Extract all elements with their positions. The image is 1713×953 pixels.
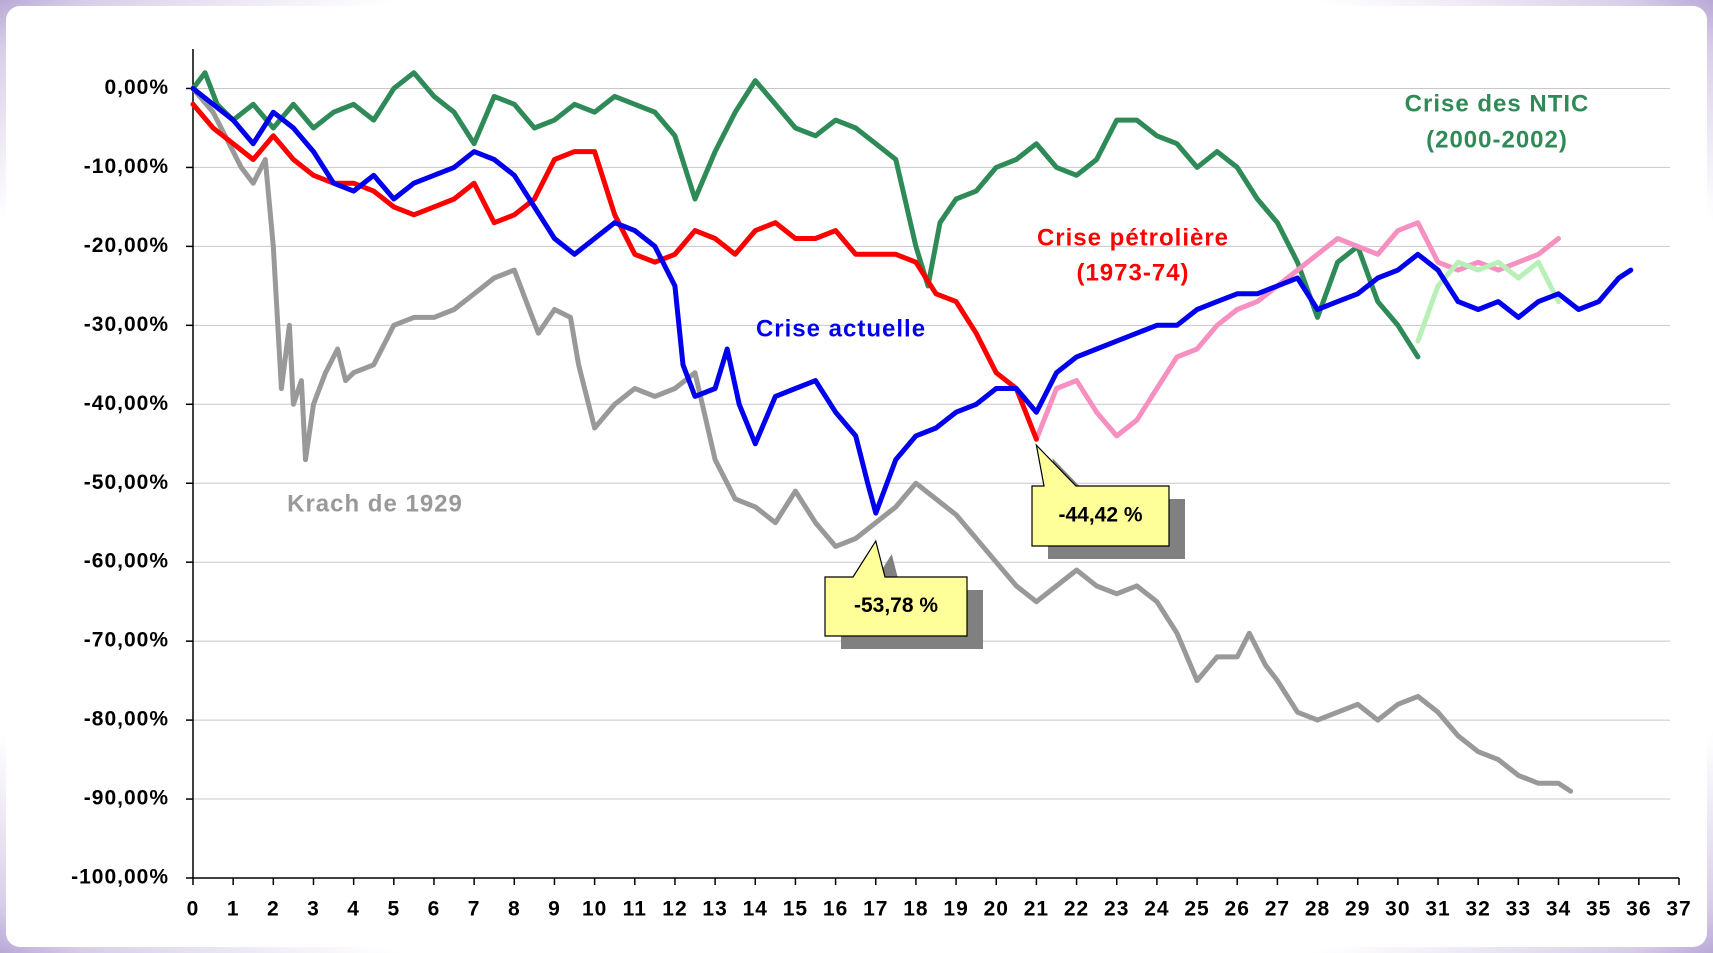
y-tick-label: -100,00% [71, 866, 169, 889]
series-line [190, 86, 1574, 794]
callout-label: -53,78 % [854, 594, 938, 617]
x-tick-label: 2 [267, 898, 280, 921]
x-tick-label: 34 [1546, 898, 1571, 921]
x-tick-label: 5 [387, 898, 400, 921]
x-tick-label: 33 [1506, 898, 1531, 921]
y-tick-label: -80,00% [84, 708, 169, 731]
series-label: Crise pétrolière [1037, 224, 1229, 251]
series-label: Crise des NTIC [1405, 90, 1590, 117]
callout-box [824, 539, 968, 637]
x-tick-label: 14 [743, 898, 768, 921]
x-tick-label: 13 [702, 898, 727, 921]
x-tick-label: 30 [1385, 898, 1410, 921]
x-tick-label: 4 [347, 898, 360, 921]
x-tick-label: 10 [582, 898, 607, 921]
x-tick-label: 11 [623, 898, 647, 921]
plot-background [6, 6, 1707, 947]
x-tick-label: 19 [943, 898, 968, 921]
y-tick-label: -50,00% [84, 471, 169, 494]
callout-label: -44,42 % [1058, 504, 1142, 527]
x-tick-label: 3 [307, 898, 320, 921]
x-tick-label: 32 [1466, 898, 1491, 921]
x-tick-label: 6 [428, 898, 441, 921]
x-tick-label: 21 [1024, 898, 1049, 921]
x-tick-label: 16 [823, 898, 848, 921]
x-tick-label: 17 [863, 898, 888, 921]
x-tick-label: 37 [1666, 898, 1691, 921]
series-line [1415, 259, 1561, 344]
x-tick-label: 27 [1265, 898, 1290, 921]
y-tick-label: -90,00% [84, 787, 169, 810]
x-tick-label: 25 [1184, 898, 1209, 921]
series-label: (2000-2002) [1426, 126, 1568, 153]
x-tick-label: 31 [1425, 898, 1450, 921]
y-tick-label: -30,00% [84, 313, 169, 336]
x-tick-label: 29 [1345, 898, 1370, 921]
series-label: Crise actuelle [756, 315, 926, 342]
x-tick-label: 35 [1586, 898, 1611, 921]
x-tick-label: 36 [1626, 898, 1651, 921]
y-tick-label: -10,00% [84, 155, 169, 178]
x-tick-label: 15 [783, 898, 808, 921]
series-line [190, 86, 1634, 516]
x-tick-label: 24 [1144, 898, 1169, 921]
x-tick-label: 23 [1104, 898, 1129, 921]
y-tick-label: -60,00% [84, 550, 169, 573]
y-tick-label: -20,00% [84, 234, 169, 257]
x-tick-label: 12 [662, 898, 687, 921]
x-tick-label: 18 [903, 898, 928, 921]
x-tick-label: 20 [984, 898, 1009, 921]
y-tick-label: -40,00% [84, 392, 169, 415]
x-tick-label: 28 [1305, 898, 1330, 921]
callout-box [1031, 443, 1170, 547]
x-tick-label: 26 [1225, 898, 1250, 921]
x-tick-label: 0 [187, 898, 200, 921]
x-tick-label: 1 [227, 898, 240, 921]
series-line [190, 70, 1421, 360]
x-tick-label: 22 [1064, 898, 1089, 921]
x-tick-label: 8 [508, 898, 521, 921]
y-tick-label: 0,00% [104, 76, 169, 99]
x-tick-label: 9 [548, 898, 561, 921]
series-label: Krach de 1929 [287, 490, 463, 517]
series-label: (1973-74) [1076, 259, 1189, 286]
y-tick-label: -70,00% [84, 629, 169, 652]
x-tick-label: 7 [468, 898, 481, 921]
